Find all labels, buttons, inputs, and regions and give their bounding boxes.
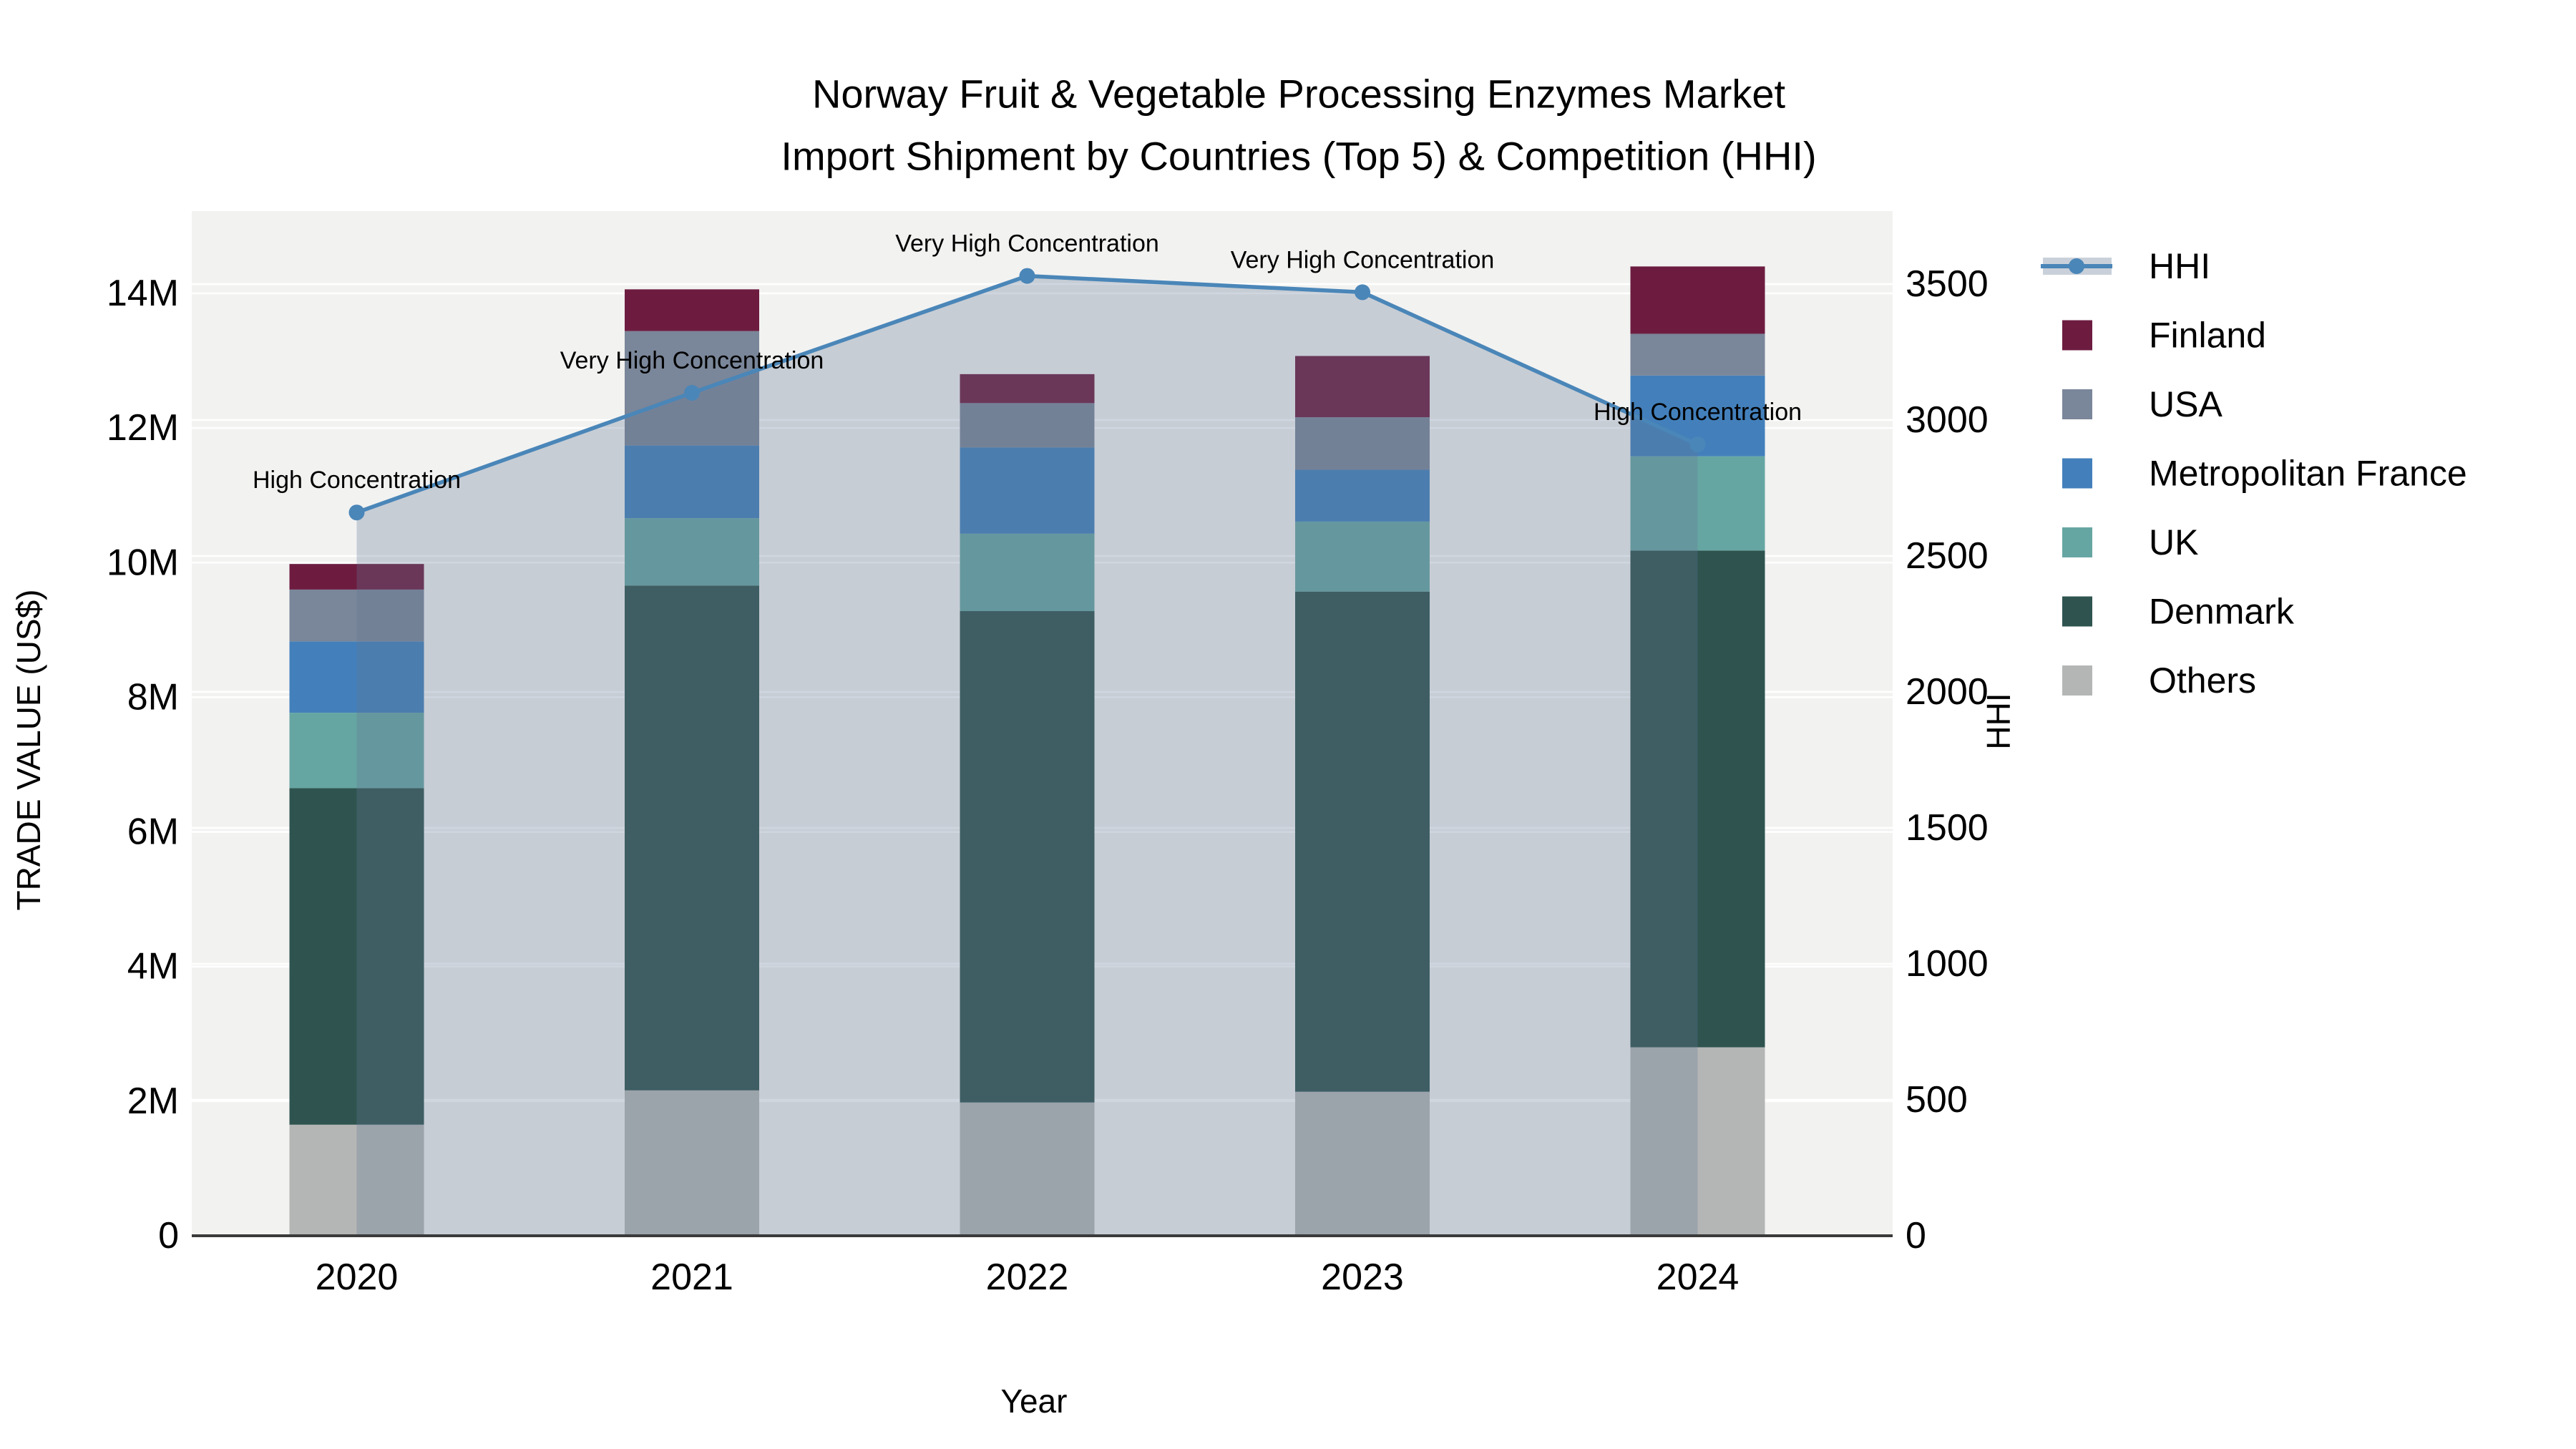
- x-tick-2022: 2022: [986, 1257, 1069, 1298]
- bar-2023-finland: [1295, 356, 1430, 418]
- bar-2023-others: [1295, 1091, 1430, 1236]
- y-left-tick-0: 0: [158, 1215, 179, 1257]
- bar-2020-finland: [289, 564, 424, 590]
- bar-2022-uk: [960, 533, 1095, 612]
- y-left-tick-4M: 4M: [127, 946, 179, 987]
- bar-2020-others: [289, 1124, 424, 1236]
- bar-2020-uk: [289, 713, 424, 789]
- bar-2022-finland: [960, 374, 1095, 404]
- chart-title-line2: Import Shipment by Countries (Top 5) & C…: [781, 134, 1816, 179]
- y-right-axis-label: HHI: [1980, 693, 2017, 749]
- legend-swatch-metropolitan-france: [2062, 458, 2092, 489]
- legend-label-finland: Finland: [2149, 316, 2266, 356]
- y-right-tick-2000: 2000: [1906, 671, 1989, 713]
- y-right-tick-1500: 1500: [1906, 807, 1989, 849]
- legend-swatch-others: [2062, 665, 2092, 696]
- bar-2021-others: [625, 1090, 759, 1236]
- bar-2023-usa: [1295, 417, 1430, 470]
- legend-label-denmark: Denmark: [2149, 592, 2295, 632]
- bar-2021-finland: [625, 289, 759, 331]
- y-left-tick-10M: 10M: [107, 542, 179, 583]
- bar-2024-usa: [1630, 333, 1765, 376]
- hhi-marker-2023: [1355, 284, 1370, 301]
- legend-label-metropolitan-france: Metropolitan France: [2149, 454, 2467, 494]
- legend-label-uk: UK: [2149, 522, 2198, 562]
- y-right-tick-3000: 3000: [1906, 399, 1989, 441]
- legend: HHI Finland USA Metropolitan France UK Denmar…: [2041, 246, 2467, 701]
- y-left-tick-2M: 2M: [127, 1080, 179, 1122]
- bar-2024-uk: [1630, 456, 1765, 551]
- y-left-tick-6M: 6M: [127, 811, 179, 853]
- y-right-tick-3500: 3500: [1906, 263, 1989, 305]
- legend-label-usa: USA: [2149, 384, 2223, 424]
- annotation-2024: High Concentration: [1594, 399, 1802, 426]
- annotation-2021: Very High Concentration: [560, 347, 824, 374]
- y-left-tick-14M: 14M: [107, 273, 179, 314]
- plot-layer-annotations: High Concentration Very High Concentratio…: [253, 230, 1802, 494]
- legend-swatch-uk: [2062, 527, 2092, 557]
- y-right-tick-0: 0: [1906, 1215, 1926, 1257]
- bar-2021-denmark: [625, 585, 759, 1091]
- chart-title-line1: Norway Fruit & Vegetable Processing Enzy…: [812, 72, 1786, 117]
- y-right-tick-2500: 2500: [1906, 535, 1989, 577]
- bar-2021-uk: [625, 518, 759, 586]
- hhi-marker-2022: [1019, 268, 1035, 284]
- annotation-2020: High Concentration: [253, 467, 461, 494]
- annotation-2023: Very High Concentration: [1231, 246, 1495, 273]
- bar-2022-others: [960, 1102, 1095, 1236]
- y-left-tick-8M: 8M: [127, 676, 179, 718]
- legend-swatch-usa: [2062, 389, 2092, 419]
- legend-label-others: Others: [2149, 660, 2256, 701]
- plot-layer-axes: 0 2M 4M 6M 8M 10M 12M 14M 0 500 1000 1500 2000 2500 30…: [107, 263, 1989, 1298]
- plot-layer-bars: [289, 266, 1765, 1236]
- x-tick-2020: 2020: [316, 1257, 399, 1298]
- bar-2021-metropolitan-france: [625, 445, 759, 519]
- legend-label-hhi: HHI: [2149, 246, 2210, 286]
- hhi-marker-2024: [1689, 436, 1706, 453]
- x-tick-2021: 2021: [650, 1257, 733, 1298]
- bar-2020-denmark: [289, 788, 424, 1125]
- x-tick-2024: 2024: [1657, 1257, 1740, 1298]
- plot-layer-area-fill: [356, 275, 1698, 1236]
- plot-layer-hhi-line: [348, 268, 1706, 521]
- x-tick-2023: 2023: [1321, 1257, 1404, 1298]
- bar-2022-metropolitan-france: [960, 447, 1095, 534]
- y-left-axis-label: TRADE VALUE (US$): [10, 589, 47, 910]
- bar-2020-usa: [289, 589, 424, 642]
- bar-2023-uk: [1295, 521, 1430, 592]
- hhi-marker-2021: [684, 385, 700, 401]
- y-right-tick-1000: 1000: [1906, 943, 1989, 985]
- bar-2024-finland: [1630, 266, 1765, 334]
- bar-2022-usa: [960, 403, 1095, 448]
- bar-2020-metropolitan-france: [289, 641, 424, 713]
- legend-swatch-denmark: [2062, 596, 2092, 627]
- hhi-area-fill: [356, 275, 1698, 1236]
- annotation-2022: Very High Concentration: [895, 230, 1159, 258]
- bar-2023-metropolitan-france: [1295, 469, 1430, 522]
- x-axis-label: Year: [1001, 1382, 1068, 1420]
- y-right-tick-500: 500: [1906, 1079, 1968, 1121]
- bar-2022-denmark: [960, 611, 1095, 1103]
- bar-2023-denmark: [1295, 591, 1430, 1092]
- legend-swatch-finland: [2062, 320, 2092, 351]
- legend-marker-hhi: [2069, 258, 2084, 274]
- y-left-tick-12M: 12M: [107, 407, 179, 449]
- hhi-marker-2020: [348, 504, 365, 521]
- bar-2024-others: [1630, 1047, 1765, 1236]
- bar-2024-denmark: [1630, 550, 1765, 1048]
